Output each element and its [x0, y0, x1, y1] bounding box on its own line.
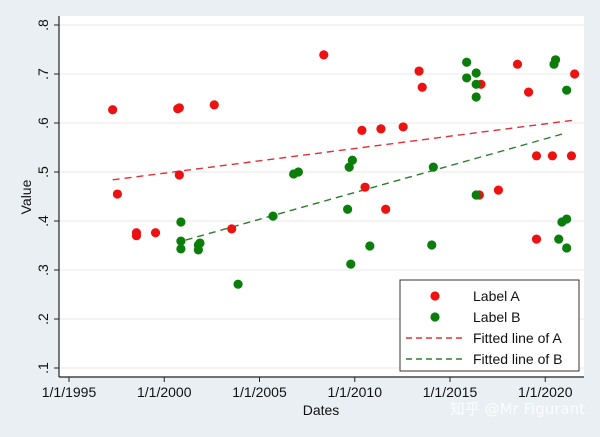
data-point	[376, 124, 386, 134]
data-point	[360, 182, 370, 192]
data-point	[233, 279, 243, 289]
x-tick-label: 1/1/1995	[42, 384, 97, 400]
y-tick-label: .1	[35, 362, 51, 374]
y-tick-label: .2	[35, 313, 51, 325]
data-point	[108, 105, 118, 115]
legend: Label A Label B Fitted line of A Fitted lin…	[399, 279, 580, 372]
data-point	[523, 87, 534, 97]
data-point	[428, 162, 438, 172]
data-point	[427, 240, 437, 250]
data-point	[554, 234, 564, 244]
fitted-line	[185, 132, 567, 241]
data-point	[319, 50, 329, 60]
gridlines	[59, 24, 584, 369]
legend-label: Label A	[473, 288, 520, 304]
data-point	[150, 228, 161, 238]
data-point	[471, 68, 481, 78]
legend-label: Label B	[473, 309, 520, 325]
data-point	[462, 73, 472, 83]
data-point	[471, 92, 481, 102]
data-point	[414, 66, 424, 76]
data-point	[174, 103, 184, 113]
y-tick-label: .3	[35, 264, 51, 276]
data-points	[108, 50, 580, 289]
x-ticks: 1/1/1995 1/1/2000 1/1/2005 1/1/2010 1/1/2015…	[42, 377, 573, 400]
data-point	[344, 162, 354, 172]
data-point	[131, 231, 142, 241]
data-point	[209, 100, 219, 110]
x-tick-label: 1/1/2000	[137, 384, 192, 400]
data-point	[195, 238, 205, 248]
x-tick-label: 1/1/2020	[518, 384, 573, 400]
data-point	[293, 167, 303, 177]
data-point	[176, 217, 186, 227]
data-point	[462, 57, 472, 67]
data-point	[193, 245, 203, 255]
data-point	[566, 151, 577, 161]
data-point	[343, 204, 353, 214]
data-point	[550, 55, 561, 65]
legend-marker	[430, 312, 440, 322]
data-point	[531, 234, 542, 244]
legend-marker	[430, 291, 440, 301]
data-point	[512, 59, 523, 69]
data-point	[417, 82, 427, 92]
data-point	[562, 214, 572, 224]
x-tick-label: 1/1/2015	[423, 384, 478, 400]
data-point	[381, 204, 391, 214]
y-tick-label: .5	[35, 166, 51, 178]
y-tick-label: .8	[35, 19, 51, 31]
x-axis-label: Dates	[303, 402, 340, 418]
fitted-lines	[112, 119, 575, 241]
data-point	[112, 189, 123, 199]
data-point	[268, 211, 278, 221]
data-point	[347, 155, 357, 165]
x-tick-label: 1/1/2005	[232, 384, 287, 400]
data-point	[547, 151, 557, 161]
data-point	[570, 69, 580, 79]
fitted-line	[112, 119, 575, 181]
data-point	[398, 122, 408, 132]
legend-label: Fitted line of A	[473, 330, 562, 346]
data-point	[562, 85, 572, 95]
legend-label: Fitted line of B	[473, 351, 563, 367]
data-point	[357, 125, 367, 135]
data-point	[176, 244, 186, 254]
data-point	[562, 243, 572, 253]
data-point	[471, 190, 481, 200]
y-tick-label: .6	[35, 117, 51, 129]
y-axis-label: Value	[18, 179, 34, 214]
y-tick-label: .7	[35, 68, 51, 80]
data-point	[227, 224, 237, 234]
data-point	[531, 151, 542, 161]
data-point	[365, 241, 375, 251]
data-point	[176, 236, 186, 246]
data-point	[493, 185, 504, 195]
data-point	[471, 79, 481, 89]
data-point	[346, 259, 356, 269]
x-tick-label: 1/1/2010	[328, 384, 383, 400]
data-point	[174, 170, 184, 180]
watermark: 知乎 @Mr Figurant	[450, 400, 585, 418]
y-tick-label: .4	[35, 215, 51, 227]
y-ticks: .1 .2 .3 .4 .5 .6 .7 .8	[35, 19, 59, 374]
